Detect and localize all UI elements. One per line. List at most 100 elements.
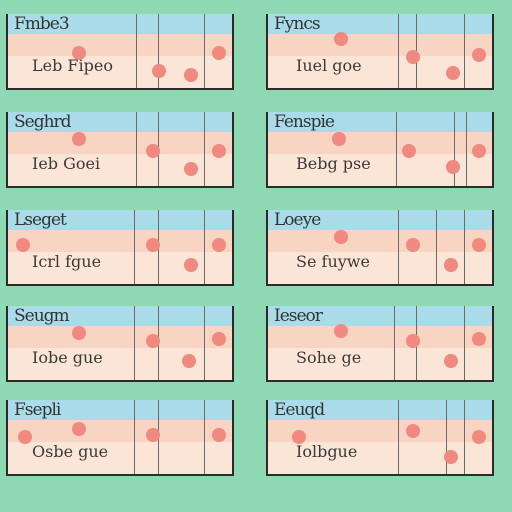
marker-dot[interactable] [182, 354, 196, 368]
divider [204, 306, 205, 380]
card-header-band [268, 306, 492, 326]
card-5[interactable]: Lseget Icrl fgue [6, 210, 234, 286]
card-header-band [8, 210, 232, 230]
card-label: Icrl fgue [32, 252, 102, 271]
card-9[interactable]: Fsepli Osbe gue [6, 400, 234, 476]
card-4[interactable]: Fenspie Bebg pse [266, 112, 494, 188]
card-row-band [8, 132, 232, 154]
marker-dot[interactable] [444, 354, 458, 368]
marker-dot[interactable] [334, 32, 348, 46]
marker-dot[interactable] [406, 50, 420, 64]
marker-dot[interactable] [72, 326, 86, 340]
divider [446, 400, 447, 474]
card-label: Bebg pse [296, 154, 371, 173]
card-title: Fsepli [14, 400, 61, 420]
marker-dot[interactable] [472, 332, 486, 346]
card-label: Ieb Goei [32, 154, 101, 173]
card-label: Iobe gue [32, 348, 103, 367]
marker-dot[interactable] [446, 160, 460, 174]
marker-dot[interactable] [472, 430, 486, 444]
marker-dot[interactable] [212, 238, 226, 252]
divider [158, 14, 159, 88]
marker-dot[interactable] [146, 428, 160, 442]
marker-dot[interactable] [72, 132, 86, 146]
card-1[interactable]: Fmbe3 Leb Fipeo [6, 14, 234, 90]
marker-dot[interactable] [402, 144, 416, 158]
marker-dot[interactable] [472, 48, 486, 62]
card-title: Seghrd [14, 112, 72, 132]
card-2[interactable]: Fyncs Iuel goe [266, 14, 494, 90]
marker-dot[interactable] [406, 238, 420, 252]
marker-dot[interactable] [146, 334, 160, 348]
divider [398, 14, 399, 88]
marker-dot[interactable] [212, 144, 226, 158]
marker-dot[interactable] [16, 238, 30, 252]
card-title: Fenspie [274, 112, 335, 132]
card-title: Fmbe3 [14, 14, 70, 34]
card-header-band [268, 14, 492, 34]
divider [454, 112, 455, 186]
card-header-band [8, 306, 232, 326]
marker-dot[interactable] [212, 46, 226, 60]
card-title: Lseget [14, 210, 67, 230]
divider [464, 210, 465, 284]
marker-dot[interactable] [212, 332, 226, 346]
card-row-band [268, 326, 492, 348]
card-header-band [8, 14, 232, 34]
divider [136, 14, 137, 88]
marker-dot[interactable] [444, 258, 458, 272]
marker-dot[interactable] [152, 64, 166, 78]
divider [394, 306, 395, 380]
card-row-band [268, 230, 492, 252]
card-6[interactable]: Loeye Se fuywe [266, 210, 494, 286]
card-title: Ieseor [274, 306, 323, 326]
card-title: Eeuqd [274, 400, 325, 420]
divider [134, 306, 135, 380]
marker-dot[interactable] [72, 46, 86, 60]
marker-dot[interactable] [332, 132, 346, 146]
marker-dot[interactable] [184, 162, 198, 176]
divider [464, 400, 465, 474]
marker-dot[interactable] [146, 238, 160, 252]
card-header-band [268, 400, 492, 420]
marker-dot[interactable] [212, 428, 226, 442]
marker-dot[interactable] [334, 324, 348, 338]
marker-dot[interactable] [334, 230, 348, 244]
card-3[interactable]: Seghrd Ieb Goei [6, 112, 234, 188]
card-row-band [8, 326, 232, 348]
divider [464, 14, 465, 88]
marker-dot[interactable] [184, 258, 198, 272]
card-8[interactable]: Ieseor Sohe ge [266, 306, 494, 382]
card-7[interactable]: Seugm Iobe gue [6, 306, 234, 382]
marker-dot[interactable] [406, 424, 420, 438]
divider [134, 210, 135, 284]
marker-dot[interactable] [446, 66, 460, 80]
marker-dot[interactable] [472, 144, 486, 158]
marker-dot[interactable] [146, 144, 160, 158]
divider [436, 210, 437, 284]
divider [466, 112, 467, 186]
divider [204, 400, 205, 474]
marker-dot[interactable] [444, 450, 458, 464]
card-label: Se fuywe [296, 252, 370, 271]
divider [398, 400, 399, 474]
marker-dot[interactable] [72, 422, 86, 436]
marker-dot[interactable] [292, 430, 306, 444]
marker-dot[interactable] [406, 334, 420, 348]
divider [136, 112, 137, 186]
card-header-band [8, 400, 232, 420]
card-row-band [8, 34, 232, 56]
marker-dot[interactable] [18, 430, 32, 444]
marker-dot[interactable] [184, 68, 198, 82]
card-label: Iuel goe [296, 56, 362, 75]
card-label: Osbe gue [32, 442, 109, 461]
card-label: Leb Fipeo [32, 56, 113, 75]
divider [396, 112, 397, 186]
card-10[interactable]: Eeuqd Iolbgue [266, 400, 494, 476]
card-header-band [8, 112, 232, 132]
card-label: Iolbgue [296, 442, 358, 461]
divider [134, 400, 135, 474]
marker-dot[interactable] [472, 238, 486, 252]
card-title: Seugm [14, 306, 70, 326]
